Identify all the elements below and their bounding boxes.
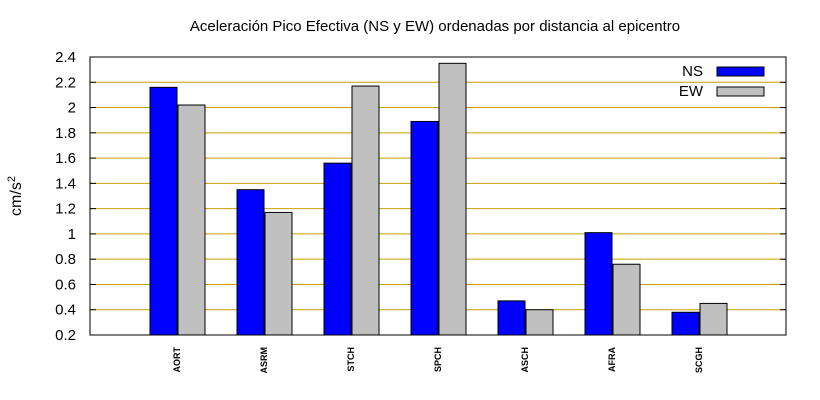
legend-swatch-ew [716,86,765,97]
y-tick-label: 1 [68,226,76,243]
x-axis: AORT ASRM STCH SPCH ASCH AFRA SCGH [172,329,704,374]
x-tick-label: AFRA [607,347,617,372]
y-tick-label: 1.4 [55,175,76,192]
legend-label-ew: EW [679,83,704,100]
x-tick-label: ASCH [520,347,530,373]
bar-ew-asch [525,309,554,336]
legend-label-ns: NS [682,63,703,80]
x-tick-label: AORT [172,347,182,373]
bar-ew-scgh [699,302,728,336]
bar-ns-stch [323,162,352,336]
y-tick-label: 1.8 [55,125,76,142]
y-axis: 0.2 0.4 0.6 0.8 1 1.2 1.4 1.6 1.8 2 2.2 2.4 [55,49,786,344]
legend-swatch-ns [716,66,765,77]
bar-ew-stch [351,85,380,336]
bar-ew-asrm [264,211,293,336]
bar-ns-afra [584,232,613,336]
legend: NS EW [679,63,765,100]
y-tick-label: 0.2 [55,327,76,344]
chart-title: Aceleración Pico Efectiva (NS y EW) orde… [190,18,680,35]
bar-ns-spch [410,120,439,336]
x-tick-label: SCGH [694,347,704,373]
bar-ns-aort [149,86,178,336]
bar-ew-aort [177,104,206,336]
y-tick-label: 1.2 [55,201,76,218]
y-tick-label: 0.4 [55,302,76,319]
x-tick-label: STCH [346,347,356,372]
y-tick-label: 0.6 [55,276,76,293]
y-tick-label: 0.8 [55,251,76,268]
bar-ns-scgh [671,311,700,336]
x-tick-label: SPCH [433,347,443,372]
bar-ns-asrm [236,189,265,336]
y-tick-label: 2.4 [55,49,76,66]
plot-frame [89,56,787,336]
y-tick-label: 2.2 [55,74,76,91]
y-tick-label: 2 [68,100,76,117]
bar-ew-afra [612,263,641,336]
y-axis-label: cm/s2 [6,176,25,216]
y-tick-label: 1.6 [55,150,76,167]
x-tick-label: ASRM [259,347,269,374]
bars [149,62,728,336]
bar-ew-spch [438,62,467,336]
bar-ns-asch [497,300,526,336]
